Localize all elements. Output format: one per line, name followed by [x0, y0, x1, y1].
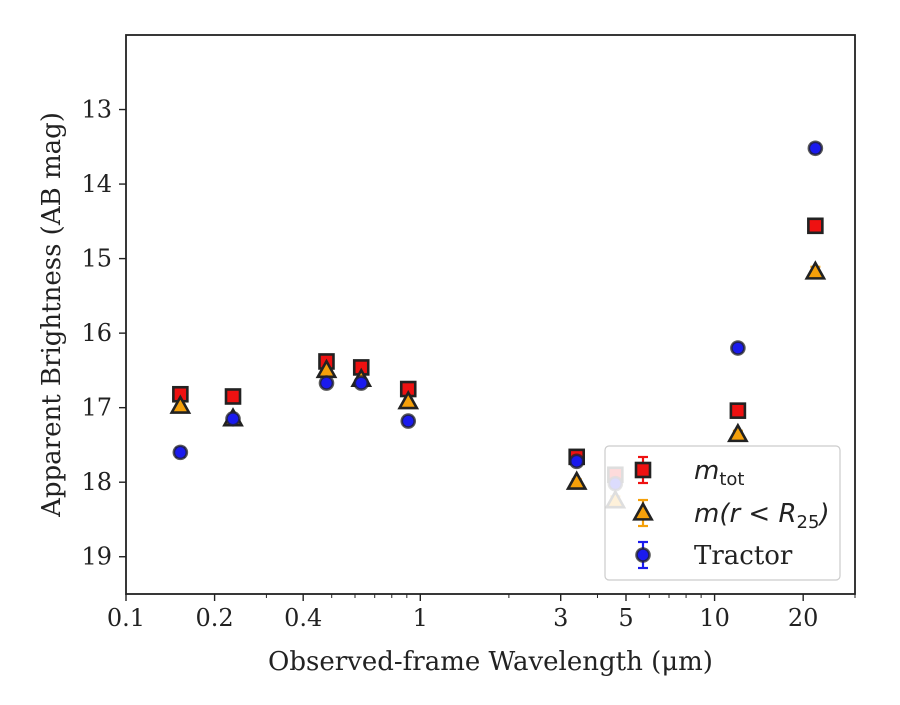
- legend-marker: [634, 461, 652, 479]
- legend-label-main: m(r < R: [694, 499, 797, 529]
- x-tick-label: 0.1: [107, 604, 145, 632]
- series-2: [172, 140, 824, 492]
- data-point-square: [729, 402, 747, 419]
- legend-label-main: Tractor: [694, 541, 793, 571]
- data-point-circle: [225, 411, 241, 427]
- y-axis: 13 14 15 16 17 18 19: [81, 96, 126, 571]
- data-point-circle: [568, 453, 585, 470]
- data-point-circle: [730, 340, 746, 356]
- x-tick-label: 1: [413, 604, 428, 632]
- data-point-circle: [318, 375, 335, 391]
- legend-label: Tractor: [694, 541, 793, 571]
- legend-marker: [632, 501, 654, 521]
- y-tick-label: 16: [81, 319, 112, 347]
- x-axis: 0.1 0.2 0.4 1 3 5 10 20: [107, 594, 856, 632]
- x-tick-label: 0.2: [196, 604, 234, 632]
- data-point-circle: [353, 375, 370, 391]
- data-point-triangle: [397, 389, 420, 410]
- legend-item: m(r < R25): [632, 498, 830, 533]
- legend-label-sub: 25: [797, 512, 820, 533]
- x-tick-label: 0.4: [284, 604, 322, 632]
- legend-label: mtot: [694, 456, 744, 490]
- legend-label-tail: ): [817, 499, 829, 529]
- y-tick-label: 14: [81, 170, 112, 198]
- x-tick-label: 20: [788, 604, 819, 632]
- y-tick-label: 17: [81, 394, 112, 422]
- legend: mtot m(r < R25) Tractor: [604, 445, 841, 581]
- x-tick-label: 5: [618, 604, 633, 632]
- legend-item: mtot: [634, 455, 744, 490]
- data-point-circle: [172, 444, 189, 461]
- y-tick-label: 18: [81, 468, 112, 496]
- data-point-circle: [807, 140, 824, 157]
- x-tick-label: 10: [699, 604, 730, 632]
- y-tick-label: 13: [81, 96, 112, 124]
- legend-box: [604, 445, 841, 581]
- axes-frame: [125, 34, 856, 595]
- legend-item: Tractor: [635, 540, 793, 571]
- data-point-triangle: [169, 394, 192, 414]
- data-point-triangle: [565, 470, 588, 490]
- y-axis-title: Apparent Brightness (AB mag): [37, 112, 67, 518]
- data-point-square: [807, 217, 824, 235]
- legend-label-sub: tot: [719, 469, 744, 490]
- series-0: [172, 217, 824, 484]
- legend-label: m(r < R25): [694, 499, 830, 533]
- data-point-circle: [400, 413, 417, 429]
- data-point-triangle: [727, 422, 749, 443]
- data-point-square: [224, 388, 242, 405]
- y-tick-label: 15: [81, 245, 112, 273]
- data-point-triangle: [804, 260, 827, 280]
- y-tick-label: 19: [81, 543, 112, 571]
- legend-marker: [635, 547, 651, 563]
- legend-label-main: m: [694, 456, 719, 486]
- x-tick-label: 3: [553, 604, 568, 632]
- x-axis-title: Observed-frame Wavelength (μm): [268, 647, 713, 677]
